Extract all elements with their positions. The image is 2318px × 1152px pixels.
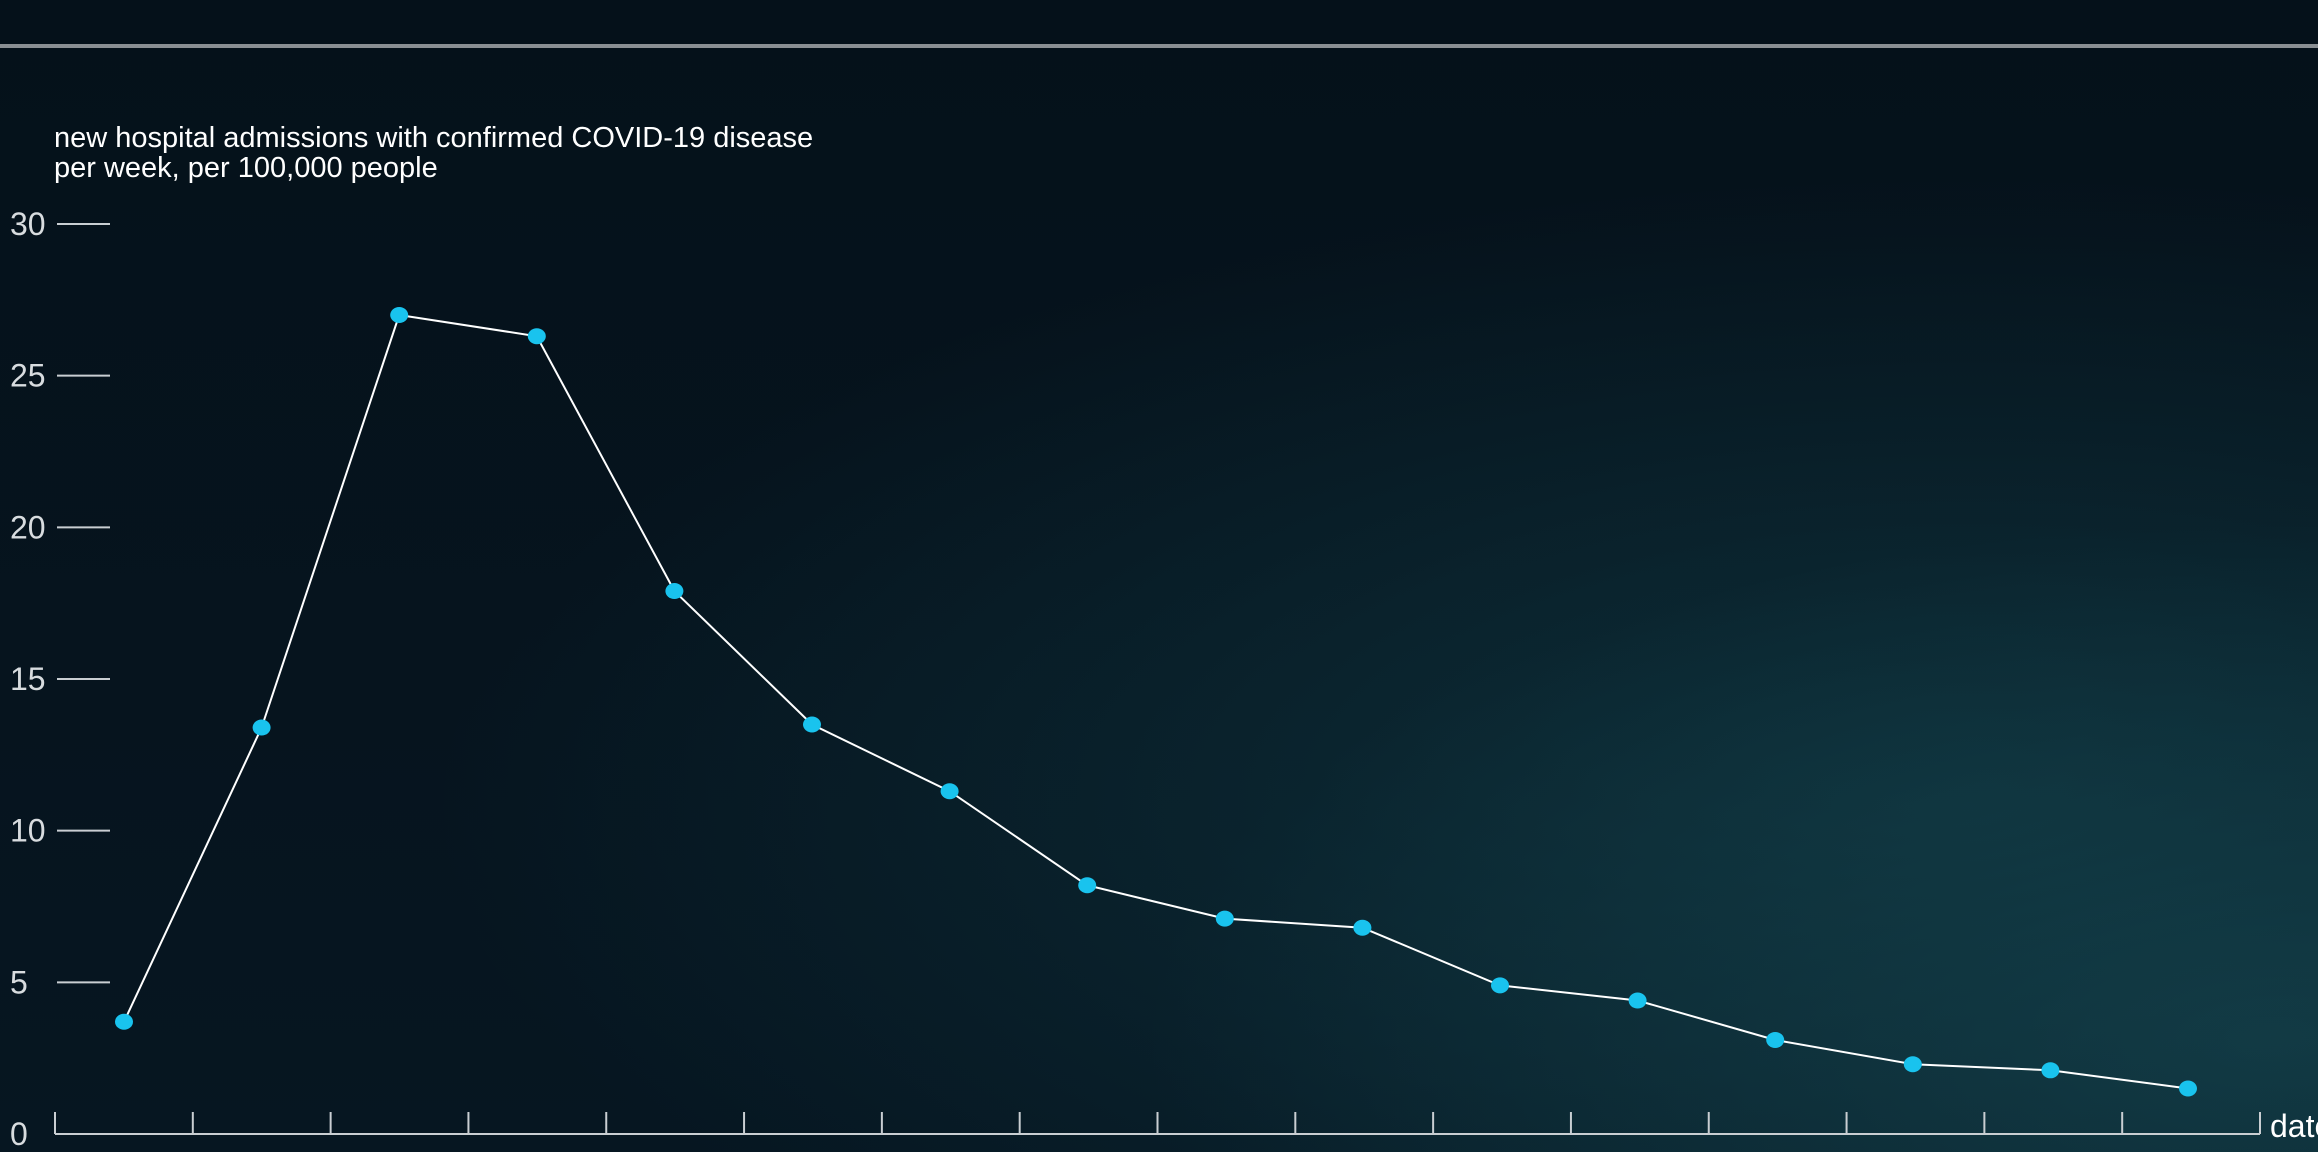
y-axis: 0 5 10 15 20 25 30 — [10, 206, 110, 1152]
data-point — [1078, 877, 1097, 894]
data-point — [665, 583, 684, 600]
x-axis — [54, 1112, 2261, 1135]
data-point — [940, 783, 959, 800]
top-divider — [0, 44, 2318, 48]
y-tick-label: 20 — [10, 509, 46, 545]
data-point — [1353, 919, 1372, 936]
y-tick-label: 30 — [10, 206, 46, 242]
data-point — [1491, 977, 1509, 994]
y-axis-label-line-2: per week, per 100,000 people — [54, 152, 438, 184]
series-line — [123, 313, 2189, 1090]
y-tick-label: 5 — [10, 964, 28, 1000]
y-tick-label: 25 — [10, 358, 46, 394]
data-point — [1903, 1056, 1922, 1073]
data-point — [115, 1013, 133, 1030]
y-tick-label: 0 — [10, 1116, 28, 1152]
y-axis-label-line-1: new hospital admissions with confirmed C… — [54, 122, 813, 154]
data-point — [252, 719, 271, 736]
x-axis-label: date — [2270, 1108, 2318, 1144]
data-point — [2041, 1062, 2060, 1079]
data-point — [527, 328, 546, 345]
data-point — [1766, 1031, 1785, 1048]
data-point — [2179, 1080, 2197, 1097]
data-point — [1628, 992, 1647, 1009]
y-tick-label: 15 — [10, 661, 46, 697]
data-series — [115, 307, 2197, 1097]
data-point — [1215, 910, 1234, 927]
data-point — [390, 307, 409, 323]
y-tick-label: 10 — [10, 813, 46, 849]
data-point — [803, 716, 821, 733]
